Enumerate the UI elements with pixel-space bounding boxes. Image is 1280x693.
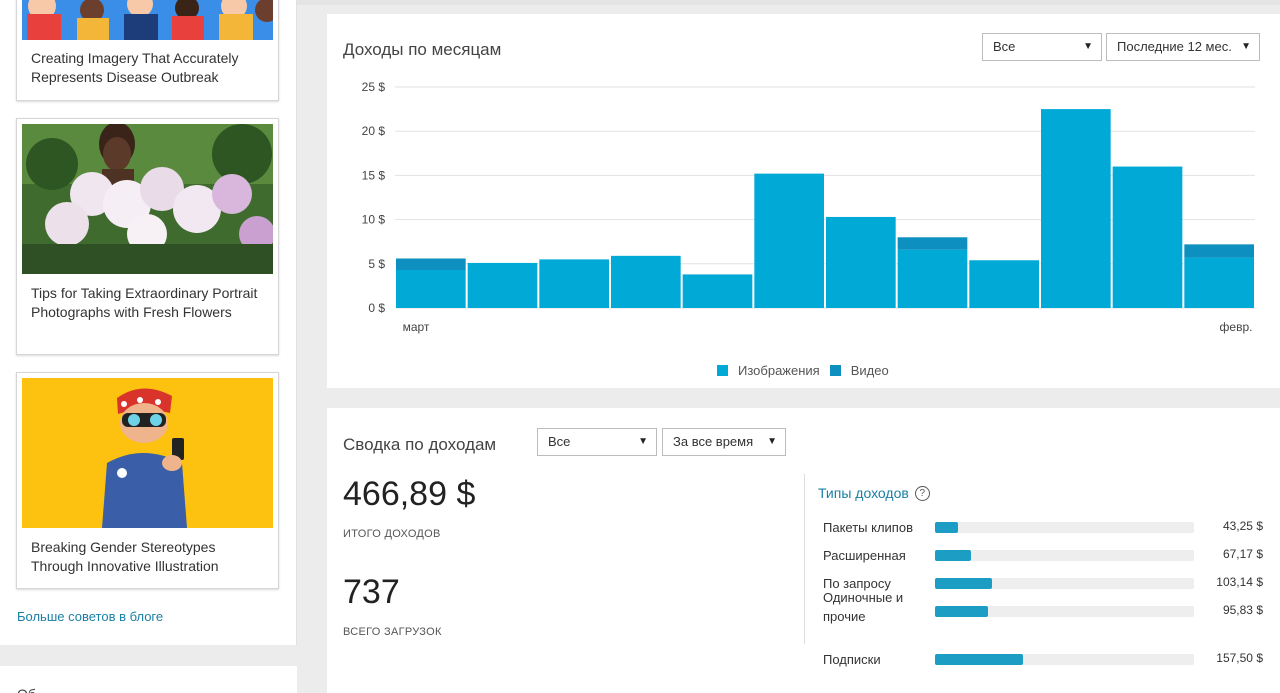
y-tick-label: 10 $ <box>362 213 386 227</box>
blog-sidebar: Creating Imagery That Accurately Represe… <box>0 0 297 645</box>
period-select[interactable]: Последние 12 мес. ▼ <box>1106 33 1260 61</box>
top-strip <box>297 0 1280 5</box>
legend-item-video: Видео <box>829 363 889 378</box>
bar-images[interactable] <box>1041 109 1111 308</box>
blog-card[interactable]: Breaking Gender Stereotypes Through Inno… <box>16 372 279 589</box>
earnings-type-label: По запросу <box>823 576 891 591</box>
bar-images[interactable] <box>539 259 609 308</box>
y-tick-label: 25 $ <box>362 80 386 94</box>
chevron-down-icon: ▼ <box>1241 41 1251 52</box>
monthly-earnings-title: Доходы по месяцам <box>343 40 502 59</box>
bar-video[interactable] <box>897 237 968 250</box>
y-tick-label: 5 $ <box>368 257 385 271</box>
x-tick-label: февр. <box>1220 320 1253 334</box>
bar-images[interactable] <box>1184 257 1254 308</box>
bar-images[interactable] <box>826 216 896 308</box>
help-icon[interactable]: ? <box>914 485 930 501</box>
blog-card[interactable]: Creating Imagery That Accurately Represe… <box>16 0 279 101</box>
bar-images[interactable] <box>396 269 466 308</box>
total-earnings-label: ИТОГО ДОХОДОВ <box>343 528 441 540</box>
bar-video[interactable] <box>396 258 466 270</box>
blog-card-image[interactable] <box>22 378 273 528</box>
blog-card-title[interactable]: Tips for Taking Extraordinary Portrait P… <box>31 285 258 320</box>
earnings-type-row: Расширенная 67,17 $ <box>823 546 1263 576</box>
legend-swatch <box>717 365 728 376</box>
earnings-type-label: Подписки <box>823 652 881 667</box>
next-sidebar-section: Об <box>0 666 297 693</box>
blog-card[interactable]: Tips for Taking Extraordinary Portrait P… <box>16 118 279 355</box>
earnings-type-row: По запросу 103,14 $ <box>823 574 1263 604</box>
earnings-type-row: Пакеты клипов 43,25 $ <box>823 518 1263 548</box>
bar-video[interactable] <box>1184 244 1254 258</box>
legend-label: Видео <box>850 363 889 378</box>
summary-type-select[interactable]: Все ▼ <box>537 428 657 456</box>
monthly-earnings-panel: Доходы по месяцам Все ▼ Последние 12 мес… <box>327 14 1280 388</box>
earnings-type-row: Одиночные и прочие 95,83 $ <box>823 590 1263 632</box>
woman-with-phone-illustration-image <box>22 378 273 528</box>
content-type-select[interactable]: Все ▼ <box>982 33 1102 61</box>
earnings-type-bar-track <box>935 550 1194 561</box>
earnings-type-label: Расширенная <box>823 548 906 563</box>
monthly-earnings-bar-chart: 0 $ 5 $ 10 $ 15 $ 20 $ 25 $ март февр. <box>362 80 1255 334</box>
legend-swatch <box>829 365 841 376</box>
earnings-type-bar-fill <box>935 654 1024 665</box>
earnings-type-bar-fill <box>935 550 972 561</box>
bar-images[interactable] <box>1112 166 1183 308</box>
illustration-people-image <box>22 0 273 40</box>
earnings-type-value: 67,17 $ <box>1222 547 1263 561</box>
earnings-type-value: 95,83 $ <box>1222 603 1263 617</box>
total-earnings-value: 466,89 $ <box>343 475 476 513</box>
chevron-down-icon: ▼ <box>1083 41 1093 52</box>
summary-period-select[interactable]: За все время ▼ <box>662 428 786 456</box>
earnings-type-bar-fill <box>935 578 992 589</box>
portrait-with-flowers-image <box>22 124 273 274</box>
y-tick-label: 0 $ <box>368 301 385 315</box>
bar-images[interactable] <box>897 249 968 308</box>
earnings-type-bar-track <box>935 522 1194 533</box>
earnings-type-row: Подписки 157,50 $ <box>823 650 1263 680</box>
bar-images[interactable] <box>969 260 1039 308</box>
bar-images[interactable] <box>611 255 681 308</box>
summary-divider <box>804 474 805 644</box>
blog-card-image[interactable] <box>22 124 273 274</box>
blog-card-image[interactable] <box>22 0 273 40</box>
y-tick-label: 20 $ <box>362 124 386 138</box>
legend-item-images: Изображения <box>717 363 820 378</box>
earnings-type-value: 157,50 $ <box>1216 651 1263 665</box>
summary-period-select-value: За все время <box>673 434 754 449</box>
total-downloads-value: 737 <box>343 573 400 611</box>
more-blog-tips-link[interactable]: Больше советов в блоге <box>17 609 164 624</box>
legend-label: Изображения <box>738 363 820 378</box>
total-downloads-label: ВСЕГО ЗАГРУЗОК <box>343 626 442 638</box>
bar-images[interactable] <box>682 274 753 308</box>
x-tick-label: март <box>403 320 430 334</box>
blog-card-title[interactable]: Breaking Gender Stereotypes Through Inno… <box>31 539 219 574</box>
earnings-summary-title: Сводка по доходам <box>343 435 497 454</box>
earnings-types-label: Типы доходов <box>818 485 909 501</box>
chevron-down-icon: ▼ <box>638 436 648 447</box>
earnings-type-bar-fill <box>935 606 989 617</box>
earnings-types-title[interactable]: Типы доходов ? <box>818 485 930 501</box>
bar-images[interactable] <box>754 173 824 308</box>
earnings-type-bar-track <box>935 578 1194 589</box>
earnings-type-bar-track <box>935 606 1194 617</box>
bar-images[interactable] <box>467 262 538 308</box>
earnings-type-bar-fill <box>935 522 959 533</box>
summary-type-select-value: Все <box>548 434 571 449</box>
earnings-type-value: 43,25 $ <box>1222 519 1263 533</box>
earnings-type-label: Пакеты клипов <box>823 520 913 535</box>
earnings-summary-panel: Сводка по доходам Все ▼ За все время ▼ 4… <box>327 408 1280 693</box>
next-section-title: Об <box>17 686 36 693</box>
y-tick-label: 15 $ <box>362 168 386 182</box>
period-select-value: Последние 12 мес. <box>1117 39 1232 54</box>
blog-card-title[interactable]: Creating Imagery That Accurately Represe… <box>31 50 239 85</box>
earnings-type-bar-track <box>935 654 1194 665</box>
chart-legend: Изображения Видео <box>717 363 899 378</box>
earnings-type-label: Одиночные и прочие <box>823 590 904 624</box>
content-type-select-value: Все <box>993 39 1016 54</box>
earnings-type-value: 103,14 $ <box>1216 575 1263 589</box>
chevron-down-icon: ▼ <box>767 436 777 447</box>
